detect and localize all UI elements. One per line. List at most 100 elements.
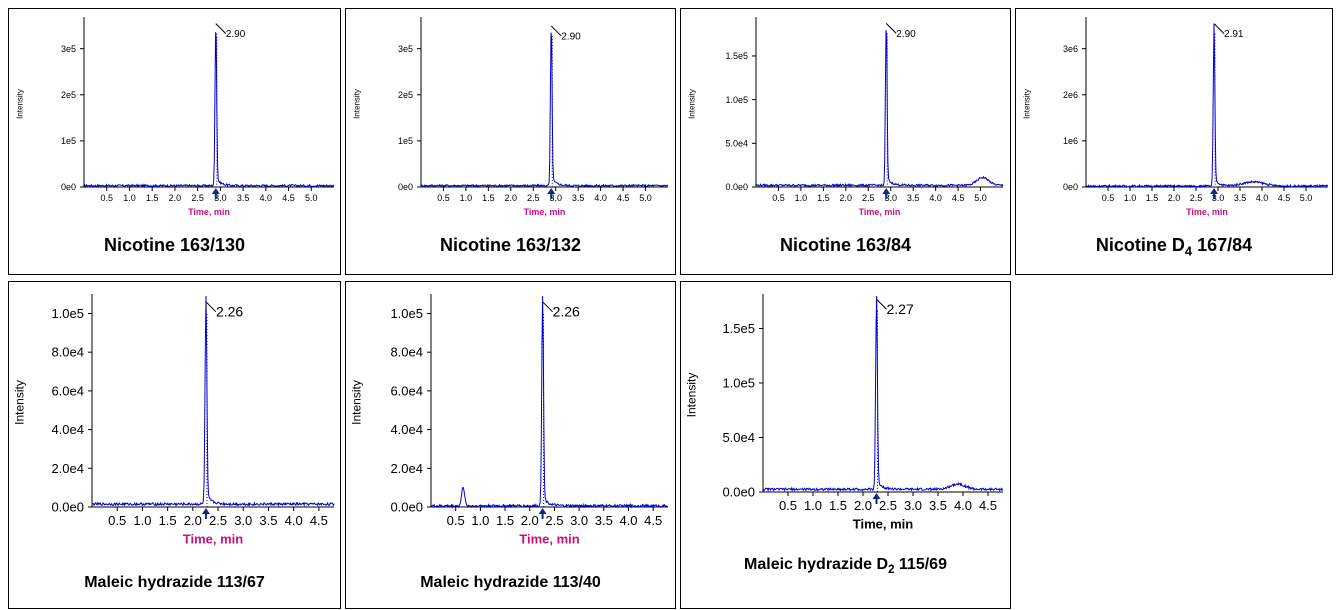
x-tick-label: 0.5 bbox=[100, 193, 113, 203]
x-tick-label: 1.0 bbox=[123, 193, 136, 203]
y-tick-label: 0.0e0 bbox=[725, 182, 748, 192]
y-axis-label: Intensity bbox=[684, 373, 698, 418]
x-tick-label: 4.0 bbox=[260, 193, 273, 203]
x-axis-label: Time, min bbox=[183, 532, 244, 547]
x-tick-label: 0.5 bbox=[437, 193, 450, 203]
x-tick-label: 0.5 bbox=[447, 513, 465, 528]
x-tick-label: 3.0 bbox=[570, 513, 588, 528]
peak-label: 2.90 bbox=[561, 31, 581, 42]
x-tick-label: 4.5 bbox=[617, 193, 630, 203]
chromatogram-trace bbox=[430, 295, 669, 509]
chart-caption: Maleic hydrazide D2 115/69 bbox=[681, 556, 1010, 576]
x-axis-label: Time, min bbox=[859, 207, 901, 217]
x-axis-label: Time, min bbox=[524, 207, 566, 217]
y-tick-label: 6.0e4 bbox=[390, 383, 423, 398]
y-tick-label: 4.0e4 bbox=[390, 422, 423, 437]
chromatogram-trace bbox=[420, 32, 669, 188]
chromatogram-trace bbox=[91, 295, 335, 508]
x-axis-label: Time, min bbox=[1186, 207, 1228, 217]
y-axis-label: Intensity bbox=[1023, 89, 1032, 119]
x-tick-label: 3.5 bbox=[907, 193, 920, 203]
retention-arrow-icon bbox=[882, 188, 891, 194]
y-axis-label: Intensity bbox=[688, 89, 697, 119]
x-tick-label: 1.0 bbox=[795, 193, 808, 203]
chart-panel-3: 0.0e0 5.0e4 1.0e5 1.5e5 0.5 1.0 1.5 2.0 2.5 3.0 3.… bbox=[680, 8, 1011, 275]
y-tick-label: 2e5 bbox=[61, 90, 76, 100]
peak-label: 2.91 bbox=[1224, 29, 1244, 40]
caption-main: Nicotine D bbox=[1095, 235, 1185, 255]
x-tick-label: 4.0 bbox=[285, 513, 303, 528]
retention-arrow-icon bbox=[211, 188, 220, 194]
x-tick-label: 4.0 bbox=[954, 498, 972, 513]
y-tick-label: 2.0e4 bbox=[390, 461, 423, 476]
chart-caption: Maleic hydrazide 113/40 bbox=[420, 574, 601, 591]
chart-caption: Maleic hydrazide 113/67 bbox=[84, 574, 265, 591]
peak-label: 2.90 bbox=[226, 29, 246, 40]
x-tick-label: 2.0 bbox=[1168, 193, 1181, 203]
peak-flag bbox=[205, 301, 217, 313]
x-tick-label: 4.5 bbox=[1278, 193, 1291, 203]
chart-caption: Nicotine 163/130 bbox=[103, 235, 246, 255]
caption-rest: 167/84 bbox=[1192, 235, 1253, 255]
x-tick-label: 2.5 bbox=[545, 513, 563, 528]
x-tick-label: 5.0 bbox=[974, 193, 987, 203]
x-tick-label: 4.5 bbox=[952, 193, 965, 203]
x-axis-label: Time, min bbox=[519, 532, 580, 547]
chromatogram-maleic-hydrazide-d2-115-69: 0.0e0 5.0e4 1.0e5 1.5e5 0.5 1.0 1.5 2.0 2.5 3.0 3.… bbox=[684, 294, 1004, 532]
x-tick-label: 4.0 bbox=[594, 193, 607, 203]
chart-panel-5: 0.0e0 2.0e4 4.0e4 6.0e4 8.0e4 1.0e5 0.5 1.0 1.5 2… bbox=[8, 281, 341, 609]
chart-panel-7: 0.0e0 5.0e4 1.0e5 1.5e5 0.5 1.0 1.5 2.0 2.5 3.0 3.… bbox=[680, 281, 1011, 609]
y-tick-label: 0e0 bbox=[398, 182, 413, 192]
y-tick-label: 1e5 bbox=[398, 136, 413, 146]
x-tick-label: 4.5 bbox=[979, 498, 997, 513]
retention-arrow-icon bbox=[538, 508, 547, 514]
x-tick-label: 2.0 bbox=[840, 193, 853, 203]
chromatogram-trace bbox=[762, 295, 1004, 493]
peak-flag bbox=[550, 25, 562, 37]
x-tick-label: 1.5 bbox=[146, 193, 159, 203]
y-tick-label: 0e0 bbox=[61, 182, 76, 192]
x-tick-label: 4.0 bbox=[1256, 193, 1269, 203]
peak-flag bbox=[215, 23, 227, 34]
chromatogram-nicotine-163-84: 0.0e0 5.0e4 1.0e5 1.5e5 0.5 1.0 1.5 2.0 2.5 3.0 3.… bbox=[688, 17, 1004, 217]
chart-panel-2: 0e0 1e5 2e5 3e5 0.5 1.0 1.5 2.0 2.5 3.0 3.5 4.0 4.5 5… bbox=[345, 8, 676, 275]
chart-panel-4: 0e0 1e6 2e6 3e6 0.5 1.0 1.5 2.0 2.5 3.0 3.5 4.0 4.5 5… bbox=[1015, 8, 1333, 275]
chromatogram-maleic-hydrazide-113-40: 0.0e0 2.0e4 4.0e4 6.0e4 8.0e4 1.0e5 0.5 1.0 1.5 2… bbox=[349, 294, 669, 547]
peak-flag bbox=[1213, 23, 1225, 34]
x-tick-label: 1.5 bbox=[482, 193, 495, 203]
chart-panel-1: 0e0 1e5 2e5 3e5 0.5 1.0 1.5 2.0 2.5 3.0 3.5 4.0 4.5 5… bbox=[8, 8, 341, 275]
x-tick-label: 1.0 bbox=[460, 193, 473, 203]
retention-arrow-icon bbox=[547, 188, 556, 194]
y-tick-label: 8.0e4 bbox=[51, 345, 84, 360]
chart-caption: Nicotine 163/132 bbox=[439, 235, 582, 255]
x-tick-label: 5.0 bbox=[1300, 193, 1313, 203]
y-tick-label: 1.5e5 bbox=[722, 321, 755, 336]
x-tick-label: 4.0 bbox=[929, 193, 942, 203]
x-tick-label: 2.5 bbox=[191, 193, 204, 203]
x-tick-label: 3.0 bbox=[884, 193, 897, 203]
x-tick-label: 2.0 bbox=[169, 193, 182, 203]
y-tick-label: 1e6 bbox=[1063, 136, 1078, 146]
x-tick-label: 3.5 bbox=[595, 513, 613, 528]
x-tick-label: 5.0 bbox=[639, 193, 652, 203]
x-tick-label: 3.5 bbox=[572, 193, 585, 203]
y-tick-label: 4.0e4 bbox=[51, 422, 84, 437]
x-tick-label: 0.5 bbox=[1102, 193, 1115, 203]
x-tick-label: 2.5 bbox=[527, 193, 540, 203]
chart-caption: Nicotine D4 167/84 bbox=[1016, 235, 1332, 259]
x-tick-label: 1.5 bbox=[496, 513, 514, 528]
x-tick-label: 3.0 bbox=[234, 513, 252, 528]
peak-flag bbox=[542, 301, 553, 313]
peak-flag bbox=[876, 298, 887, 310]
x-axis-label: Time, min bbox=[853, 517, 914, 532]
y-tick-label: 6.0e4 bbox=[51, 383, 84, 398]
x-tick-label: 2.5 bbox=[209, 513, 227, 528]
y-tick-label: 1.0e5 bbox=[390, 306, 423, 321]
y-tick-label: 1e5 bbox=[61, 136, 76, 146]
y-tick-label: 3e5 bbox=[398, 44, 413, 54]
chromatogram-nicotine-163-132: 0e0 1e5 2e5 3e5 0.5 1.0 1.5 2.0 2.5 3.0 3.5 4.0 4.5 5… bbox=[353, 17, 669, 217]
y-axis-label: Intensity bbox=[349, 380, 363, 425]
x-tick-label: 3.0 bbox=[214, 193, 227, 203]
y-tick-label: 3e6 bbox=[1063, 44, 1078, 54]
caption-subscript: 2 bbox=[888, 564, 895, 577]
